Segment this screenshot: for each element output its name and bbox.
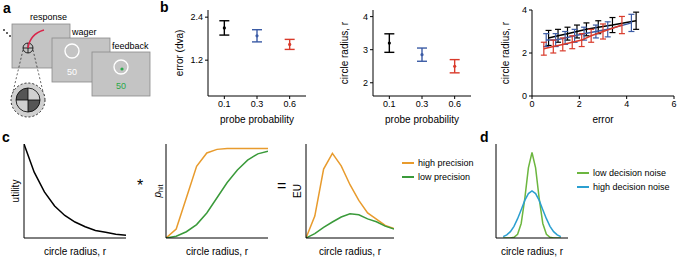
svg-text:error: error: [592, 114, 614, 125]
svg-text:0.3: 0.3: [251, 99, 264, 109]
svg-text:feedback: feedback: [112, 41, 149, 51]
svg-text:2: 2: [522, 48, 527, 58]
svg-text:error (dva): error (dva): [174, 30, 185, 77]
svg-text:0.1: 0.1: [218, 99, 231, 109]
html-text:b: b: [160, 0, 169, 15]
html-text:high decision noise: high decision noise: [593, 182, 670, 192]
svg-text:1.2: 1.2: [190, 55, 203, 65]
html-text:c: c: [2, 129, 10, 145]
svg-text:circle radius, r: circle radius, r: [44, 246, 107, 257]
svg-text:probe probability: probe probability: [385, 114, 459, 125]
svg-text:response: response: [30, 12, 67, 22]
svg-text:wager: wager: [71, 27, 97, 37]
svg-text:6: 6: [671, 99, 676, 109]
svg-text:2: 2: [577, 99, 582, 109]
svg-text:utility: utility: [10, 180, 21, 203]
svg-text:0.6: 0.6: [448, 99, 461, 109]
html-text:high precision: high precision: [418, 158, 474, 168]
html-text:low decision noise: low decision noise: [593, 168, 666, 178]
svg-text:2.4: 2.4: [190, 12, 203, 22]
svg-text:circle radius, r: circle radius, r: [501, 246, 564, 257]
svg-text:circle radius, r: circle radius, r: [500, 21, 511, 84]
svg-text:probe probability: probe probability: [220, 114, 294, 125]
svg-text:4: 4: [522, 5, 527, 15]
svg-text:0: 0: [529, 99, 534, 109]
svg-text:0: 0: [522, 91, 527, 101]
svg-text:0.6: 0.6: [283, 99, 296, 109]
html-text:low precision: low precision: [418, 172, 470, 182]
svg-text:2: 2: [363, 78, 368, 88]
svg-text:a: a: [3, 0, 11, 16]
svg-text:4: 4: [363, 12, 368, 22]
svg-text:50: 50: [67, 67, 77, 77]
svg-text:circle radius, r: circle radius, r: [339, 21, 350, 84]
html-text:d: d: [480, 129, 489, 145]
svg-text:0.3: 0.3: [416, 99, 429, 109]
svg-text:50: 50: [116, 81, 126, 91]
svg-text:4: 4: [624, 99, 629, 109]
svg-text:0.1: 0.1: [383, 99, 396, 109]
svg-text:3: 3: [363, 45, 368, 55]
svg-text:circle radius, r: circle radius, r: [186, 246, 249, 257]
svg-text:circle radius, r: circle radius, r: [319, 246, 382, 257]
svg-text:EU: EU: [292, 184, 303, 198]
svg-text:phit: phit: [152, 184, 164, 198]
